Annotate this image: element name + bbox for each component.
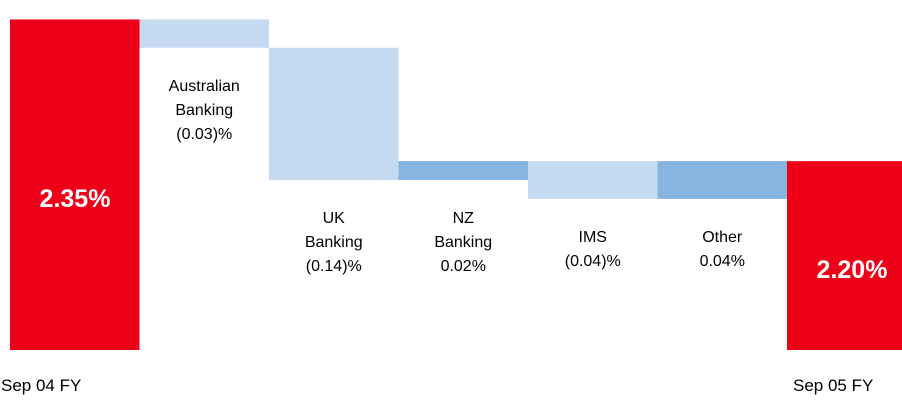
category-label: IMS: [578, 228, 607, 246]
category-label: Australian Banking: [168, 77, 240, 119]
category-label: UK Banking: [304, 210, 363, 251]
value-label: (0.14)%: [305, 258, 362, 275]
total-label: 2.35%: [39, 184, 111, 213]
total-label: 2.20%: [816, 255, 888, 284]
bar: [528, 161, 658, 199]
value-label: 0.04%: [699, 252, 745, 270]
bar: [269, 47, 399, 181]
x-tick-label: Sep 05 FY: [793, 376, 874, 395]
value-label: 0.02%: [440, 258, 486, 275]
value-label: (0.03)%: [176, 125, 233, 143]
value-label: (0.04)%: [564, 252, 621, 270]
bar: [657, 161, 787, 199]
bar: [139, 19, 269, 48]
bar: [10, 19, 140, 350]
category-label: NZ Banking: [434, 210, 493, 251]
category-label: Other: [702, 228, 743, 246]
bar: [398, 161, 528, 180]
bar: [787, 161, 902, 350]
x-tick-label: Sep 04 FY: [1, 376, 82, 395]
